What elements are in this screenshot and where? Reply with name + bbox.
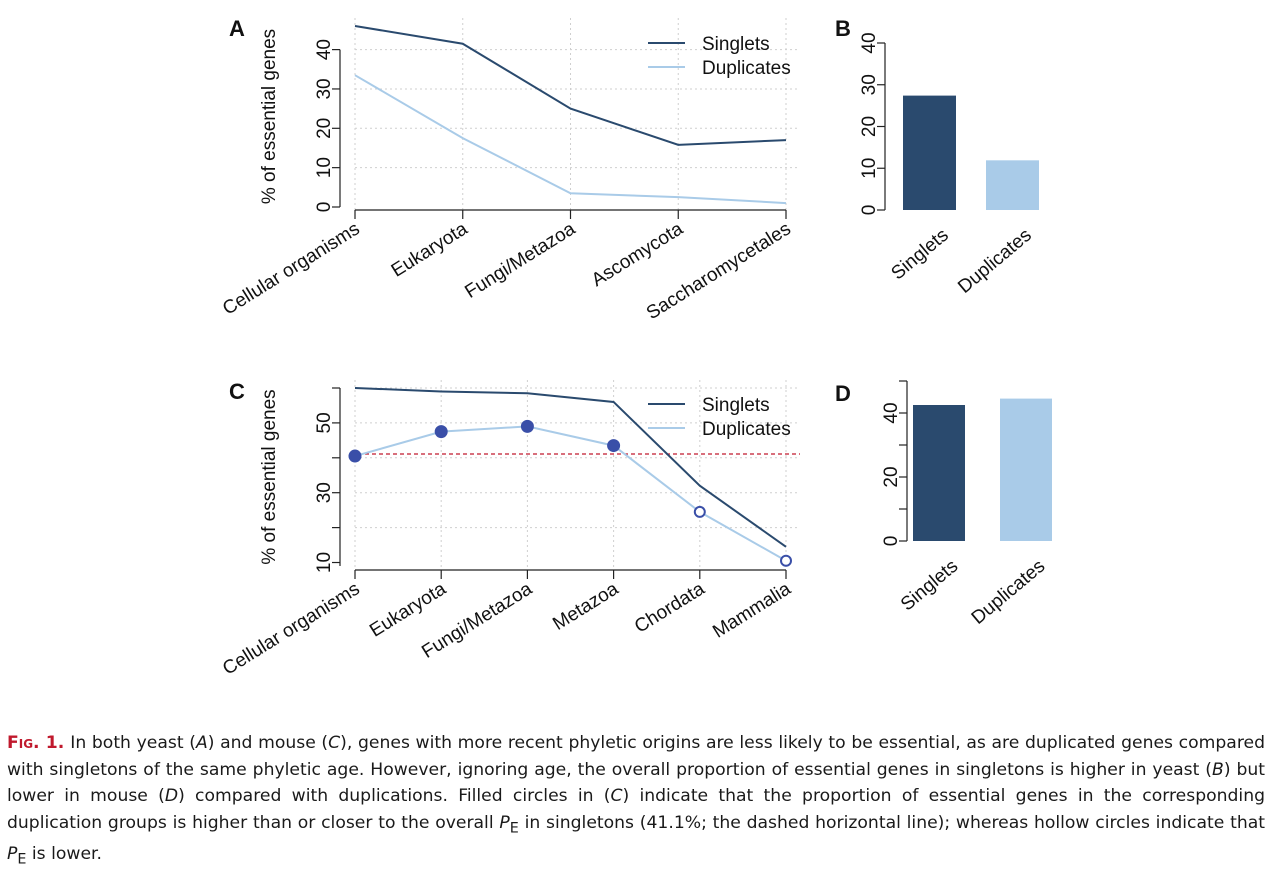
caption-ref: C bbox=[610, 786, 623, 806]
y-tick-label: 30 bbox=[314, 78, 335, 99]
y-tick-label: 10 bbox=[859, 158, 880, 179]
filled-point bbox=[434, 425, 448, 439]
singlets-line bbox=[354, 25, 787, 146]
x-tick-label: Singlets bbox=[897, 556, 962, 616]
caption-text: is lower. bbox=[26, 844, 102, 865]
y-tick-label: 50 bbox=[314, 412, 335, 433]
caption-ref: A bbox=[195, 733, 208, 753]
y-tick-label: 10 bbox=[314, 552, 335, 573]
y-tick-label: 0 bbox=[881, 536, 902, 547]
x-tick-label: Duplicates bbox=[968, 556, 1049, 629]
caption-ref: B bbox=[1212, 759, 1224, 780]
caption-text: ) and mouse ( bbox=[207, 733, 329, 753]
duplicates-line bbox=[354, 74, 787, 205]
duplicates-bar bbox=[1000, 398, 1052, 541]
y-tick-label: 40 bbox=[881, 402, 902, 423]
hollow-point bbox=[693, 505, 706, 518]
x-tick-label: Ascomycota bbox=[588, 218, 687, 291]
caption-symbol: P bbox=[499, 812, 510, 833]
figure-caption: Fig. 1. In both yeast (A) and mouse (C), … bbox=[7, 730, 1265, 873]
y-tick-label: 0 bbox=[314, 202, 335, 213]
x-tick-label: Duplicates bbox=[954, 225, 1035, 298]
filled-point bbox=[348, 449, 362, 463]
filled-point bbox=[607, 439, 621, 453]
x-tick-label: Metazoa bbox=[549, 578, 622, 635]
caption-text: ), genes with more recent phyletic origi… bbox=[7, 733, 1265, 780]
x-tick-label: Chordata bbox=[631, 578, 709, 637]
y-tick-label: 10 bbox=[314, 157, 335, 178]
x-tick-label: Fungi/Metazoa bbox=[461, 218, 579, 303]
caption-text: ) but lower in mouse ( bbox=[7, 759, 1265, 807]
legend-duplicates-label: Duplicates bbox=[702, 419, 791, 440]
y-tick-label: 40 bbox=[314, 39, 335, 60]
x-tick-label: Singlets bbox=[887, 225, 952, 285]
singlets-line bbox=[354, 387, 787, 548]
duplicates-line bbox=[354, 425, 787, 562]
y-axis-label: % of essential genes bbox=[259, 29, 280, 204]
y-tick-label: 20 bbox=[859, 116, 880, 137]
y-axis-label: % of essential genes bbox=[259, 389, 280, 564]
caption-ref: C bbox=[328, 733, 341, 753]
legend-duplicates-label: Duplicates bbox=[702, 58, 791, 79]
caption-text: ) compared with duplications. Filled cir… bbox=[178, 786, 611, 806]
singlets-bar bbox=[913, 405, 965, 541]
panel-letter: D bbox=[835, 381, 851, 406]
x-tick-label: Mammalia bbox=[709, 578, 795, 642]
caption-ref: D bbox=[164, 786, 179, 806]
legend-singlets-label: Singlets bbox=[702, 34, 770, 55]
caption-text: In both yeast ( bbox=[70, 733, 196, 753]
caption-text: ) indicate that the proportion of essent… bbox=[7, 786, 1266, 833]
singlets-bar bbox=[903, 95, 956, 210]
caption-symbol: P bbox=[7, 844, 18, 865]
caption-subscript: E bbox=[509, 819, 519, 836]
figure: 0 10 20 30 40 % of essential genes Cellular or… bbox=[219, 16, 1052, 680]
y-tick-label: 40 bbox=[859, 32, 880, 53]
y-tick-label: 20 bbox=[881, 466, 902, 487]
y-tick-label: 0 bbox=[859, 205, 880, 216]
x-tick-label: Cellular organisms bbox=[219, 218, 364, 319]
x-tick-label: Cellular organisms bbox=[219, 578, 364, 679]
panel-letter: A bbox=[229, 16, 245, 41]
filled-point bbox=[520, 419, 534, 433]
y-tick-label: 20 bbox=[314, 118, 335, 139]
y-tick-label: 30 bbox=[314, 482, 335, 503]
x-tick-label: Eukaryota bbox=[388, 218, 472, 281]
caption-label: Fig. 1. bbox=[7, 733, 65, 753]
panel-letter: C bbox=[229, 379, 245, 404]
legend-singlets-label: Singlets bbox=[702, 395, 770, 416]
y-tick-label: 30 bbox=[859, 74, 880, 95]
hollow-point bbox=[780, 554, 792, 567]
duplicates-bar bbox=[986, 160, 1039, 210]
caption-text: in singletons (41.1%; the dashed horizon… bbox=[518, 812, 1266, 833]
panel-letter: B bbox=[835, 16, 851, 41]
